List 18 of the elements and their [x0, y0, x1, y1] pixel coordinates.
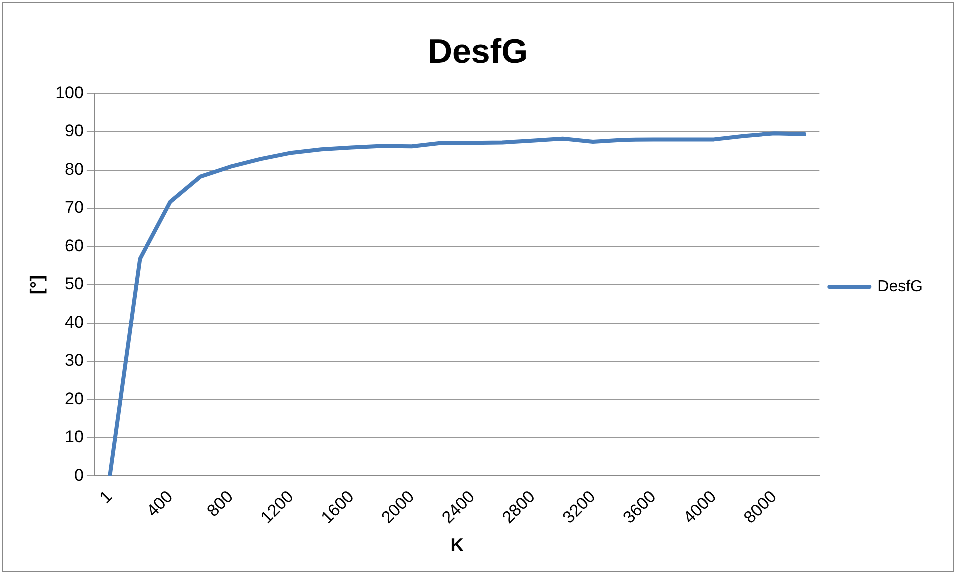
legend-label: DesfG	[878, 278, 923, 296]
y-tick-label: 10	[65, 428, 84, 447]
y-tick-label: 60	[65, 236, 84, 256]
y-tick-label: 80	[65, 160, 84, 179]
x-tick-label: 800	[203, 487, 237, 521]
y-tick-label: 30	[65, 351, 84, 370]
chart-title: DesfG	[428, 32, 528, 71]
y-tick-label: 70	[65, 198, 84, 218]
y-tick-label: 100	[56, 83, 84, 102]
x-axis-title: K	[450, 535, 464, 556]
y-tick-label: 20	[65, 389, 84, 408]
x-tick-label: 1	[96, 487, 116, 508]
y-tick-label: 50	[65, 274, 84, 294]
y-axis-title: [°]	[26, 275, 47, 295]
x-tick-label: 400	[143, 487, 177, 521]
y-tick-label: 90	[65, 122, 84, 141]
y-tick-label: 0	[74, 466, 84, 485]
y-tick-label: 40	[65, 312, 84, 332]
